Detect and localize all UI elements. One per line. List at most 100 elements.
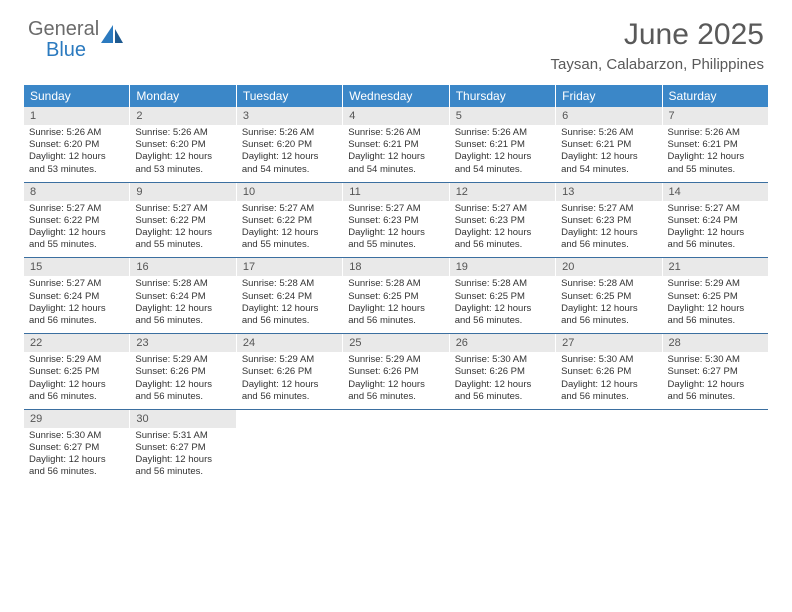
- daylight-text: and 54 minutes.: [242, 164, 337, 176]
- day-cell: 5Sunrise: 5:26 AMSunset: 6:21 PMDaylight…: [450, 107, 556, 182]
- day-number: 26: [450, 334, 555, 352]
- sunrise-text: Sunrise: 5:28 AM: [135, 278, 230, 290]
- sunset-text: Sunset: 6:25 PM: [348, 291, 443, 303]
- day-header: Monday: [130, 85, 236, 107]
- month-title: June 2025: [551, 18, 764, 52]
- day-body: Sunrise: 5:26 AMSunset: 6:21 PMDaylight:…: [343, 127, 448, 176]
- daylight-text: Daylight: 12 hours: [135, 227, 230, 239]
- daylight-text: Daylight: 12 hours: [668, 151, 763, 163]
- sunrise-text: Sunrise: 5:27 AM: [561, 203, 656, 215]
- day-cell: 26 Sunrise: 5:30 AMSunset: 6:26 PMDayligh…: [450, 334, 556, 409]
- daylight-text: Daylight: 12 hours: [668, 227, 763, 239]
- daylight-text: and 56 minutes.: [242, 391, 337, 403]
- day-cell: 20Sunrise: 5:28 AMSunset: 6:25 PMDayligh…: [556, 258, 662, 333]
- day-number: 6: [556, 107, 661, 125]
- sunrise-text: Sunrise: 5:30 AM: [455, 354, 550, 366]
- sunset-text: Sunset: 6:25 PM: [29, 366, 124, 378]
- sunset-text: Sunset: 6:24 PM: [29, 291, 124, 303]
- title-block: June 2025 Taysan, Calabarzon, Philippine…: [551, 18, 764, 73]
- day-cell: 10Sunrise: 5:27 AMSunset: 6:22 PMDayligh…: [237, 183, 343, 258]
- day-body: Sunrise: 5:30 AMSunset: 6:27 PMDaylight:…: [663, 354, 768, 403]
- day-body: Sunrise: 5:26 AMSunset: 6:21 PMDaylight:…: [450, 127, 555, 176]
- sunset-text: Sunset: 6:26 PM: [561, 366, 656, 378]
- daylight-text: Daylight: 12 hours: [455, 151, 550, 163]
- day-number: 15: [24, 258, 129, 276]
- logo-word-2: Blue: [46, 39, 99, 62]
- day-body: Sunrise: 5:26 AMSunset: 6:20 PMDaylight:…: [24, 127, 129, 176]
- sunset-text: Sunset: 6:22 PM: [29, 215, 124, 227]
- day-number: 17: [237, 258, 342, 276]
- sunrise-text: Sunrise: 5:29 AM: [668, 278, 763, 290]
- day-cell: 25Sunrise: 5:29 AMSunset: 6:26 PMDayligh…: [343, 334, 449, 409]
- daylight-text: Daylight: 12 hours: [455, 227, 550, 239]
- daylight-text: Daylight: 12 hours: [668, 379, 763, 391]
- week-row: 15Sunrise: 5:27 AMSunset: 6:24 PMDayligh…: [24, 258, 768, 334]
- day-number: 8: [24, 183, 129, 201]
- daylight-text: and 56 minutes.: [348, 391, 443, 403]
- calendar-grid: SundayMondayTuesdayWednesdayThursdayFrid…: [24, 85, 768, 485]
- daylight-text: Daylight: 12 hours: [29, 151, 124, 163]
- day-number: 13: [556, 183, 661, 201]
- day-number: 9: [130, 183, 235, 201]
- sunrise-text: Sunrise: 5:29 AM: [29, 354, 124, 366]
- empty-cell: [343, 410, 449, 485]
- day-body: Sunrise: 5:26 AMSunset: 6:20 PMDaylight:…: [130, 127, 235, 176]
- day-number: 23: [130, 334, 235, 352]
- day-cell: 22Sunrise: 5:29 AMSunset: 6:25 PMDayligh…: [24, 334, 130, 409]
- day-number: 16: [130, 258, 235, 276]
- daylight-text: and 56 minutes.: [561, 239, 656, 251]
- sunrise-text: Sunrise: 5:29 AM: [135, 354, 230, 366]
- day-number: 18: [343, 258, 448, 276]
- day-cell: 19Sunrise: 5:28 AMSunset: 6:25 PMDayligh…: [450, 258, 556, 333]
- day-cell: 17Sunrise: 5:28 AMSunset: 6:24 PMDayligh…: [237, 258, 343, 333]
- daylight-text: and 54 minutes.: [561, 164, 656, 176]
- daylight-text: and 56 minutes.: [29, 466, 124, 478]
- day-cell: 27Sunrise: 5:30 AMSunset: 6:26 PMDayligh…: [556, 334, 662, 409]
- day-body: Sunrise: 5:30 AMSunset: 6:26 PMDaylight:…: [450, 354, 555, 403]
- daylight-text: Daylight: 12 hours: [29, 303, 124, 315]
- week-row: 1Sunrise: 5:26 AMSunset: 6:20 PMDaylight…: [24, 107, 768, 183]
- day-header: Wednesday: [343, 85, 449, 107]
- day-cell: 29Sunrise: 5:30 AMSunset: 6:27 PMDayligh…: [24, 410, 130, 485]
- day-cell: 14Sunrise: 5:27 AMSunset: 6:24 PMDayligh…: [663, 183, 768, 258]
- sunset-text: Sunset: 6:21 PM: [348, 139, 443, 151]
- sunset-text: Sunset: 6:24 PM: [242, 291, 337, 303]
- daylight-text: and 56 minutes.: [135, 466, 230, 478]
- day-body: Sunrise: 5:28 AMSunset: 6:25 PMDaylight:…: [450, 278, 555, 327]
- sunrise-text: Sunrise: 5:27 AM: [455, 203, 550, 215]
- day-number: 2: [130, 107, 235, 125]
- daylight-text: and 56 minutes.: [668, 315, 763, 327]
- day-header: Saturday: [663, 85, 768, 107]
- day-body: Sunrise: 5:27 AMSunset: 6:22 PMDaylight:…: [130, 203, 235, 252]
- day-body: Sunrise: 5:27 AMSunset: 6:23 PMDaylight:…: [450, 203, 555, 252]
- sunset-text: Sunset: 6:21 PM: [668, 139, 763, 151]
- day-cell: 16Sunrise: 5:28 AMSunset: 6:24 PMDayligh…: [130, 258, 236, 333]
- daylight-text: and 55 minutes.: [242, 239, 337, 251]
- page-header: General Blue June 2025 Taysan, Calabarzo…: [0, 0, 792, 77]
- sunrise-text: Sunrise: 5:26 AM: [561, 127, 656, 139]
- empty-cell: [663, 410, 768, 485]
- day-body: Sunrise: 5:27 AMSunset: 6:23 PMDaylight:…: [556, 203, 661, 252]
- sunrise-text: Sunrise: 5:30 AM: [668, 354, 763, 366]
- day-cell: 24Sunrise: 5:29 AMSunset: 6:26 PMDayligh…: [237, 334, 343, 409]
- sunset-text: Sunset: 6:22 PM: [135, 215, 230, 227]
- day-header: Sunday: [24, 85, 130, 107]
- day-body: Sunrise: 5:30 AMSunset: 6:27 PMDaylight:…: [24, 430, 129, 479]
- daylight-text: Daylight: 12 hours: [242, 227, 337, 239]
- day-body: Sunrise: 5:29 AMSunset: 6:26 PMDaylight:…: [130, 354, 235, 403]
- empty-cell: [237, 410, 343, 485]
- day-number: 14: [663, 183, 768, 201]
- sunset-text: Sunset: 6:21 PM: [561, 139, 656, 151]
- daylight-text: and 55 minutes.: [668, 164, 763, 176]
- daylight-text: and 56 minutes.: [455, 315, 550, 327]
- daylight-text: Daylight: 12 hours: [242, 379, 337, 391]
- daylight-text: Daylight: 12 hours: [242, 151, 337, 163]
- sunrise-text: Sunrise: 5:26 AM: [135, 127, 230, 139]
- day-header: Friday: [556, 85, 662, 107]
- day-header: Thursday: [450, 85, 556, 107]
- daylight-text: and 54 minutes.: [348, 164, 443, 176]
- day-body: Sunrise: 5:29 AMSunset: 6:26 PMDaylight:…: [343, 354, 448, 403]
- sunset-text: Sunset: 6:21 PM: [455, 139, 550, 151]
- week-row: 29Sunrise: 5:30 AMSunset: 6:27 PMDayligh…: [24, 410, 768, 485]
- daylight-text: and 56 minutes.: [135, 391, 230, 403]
